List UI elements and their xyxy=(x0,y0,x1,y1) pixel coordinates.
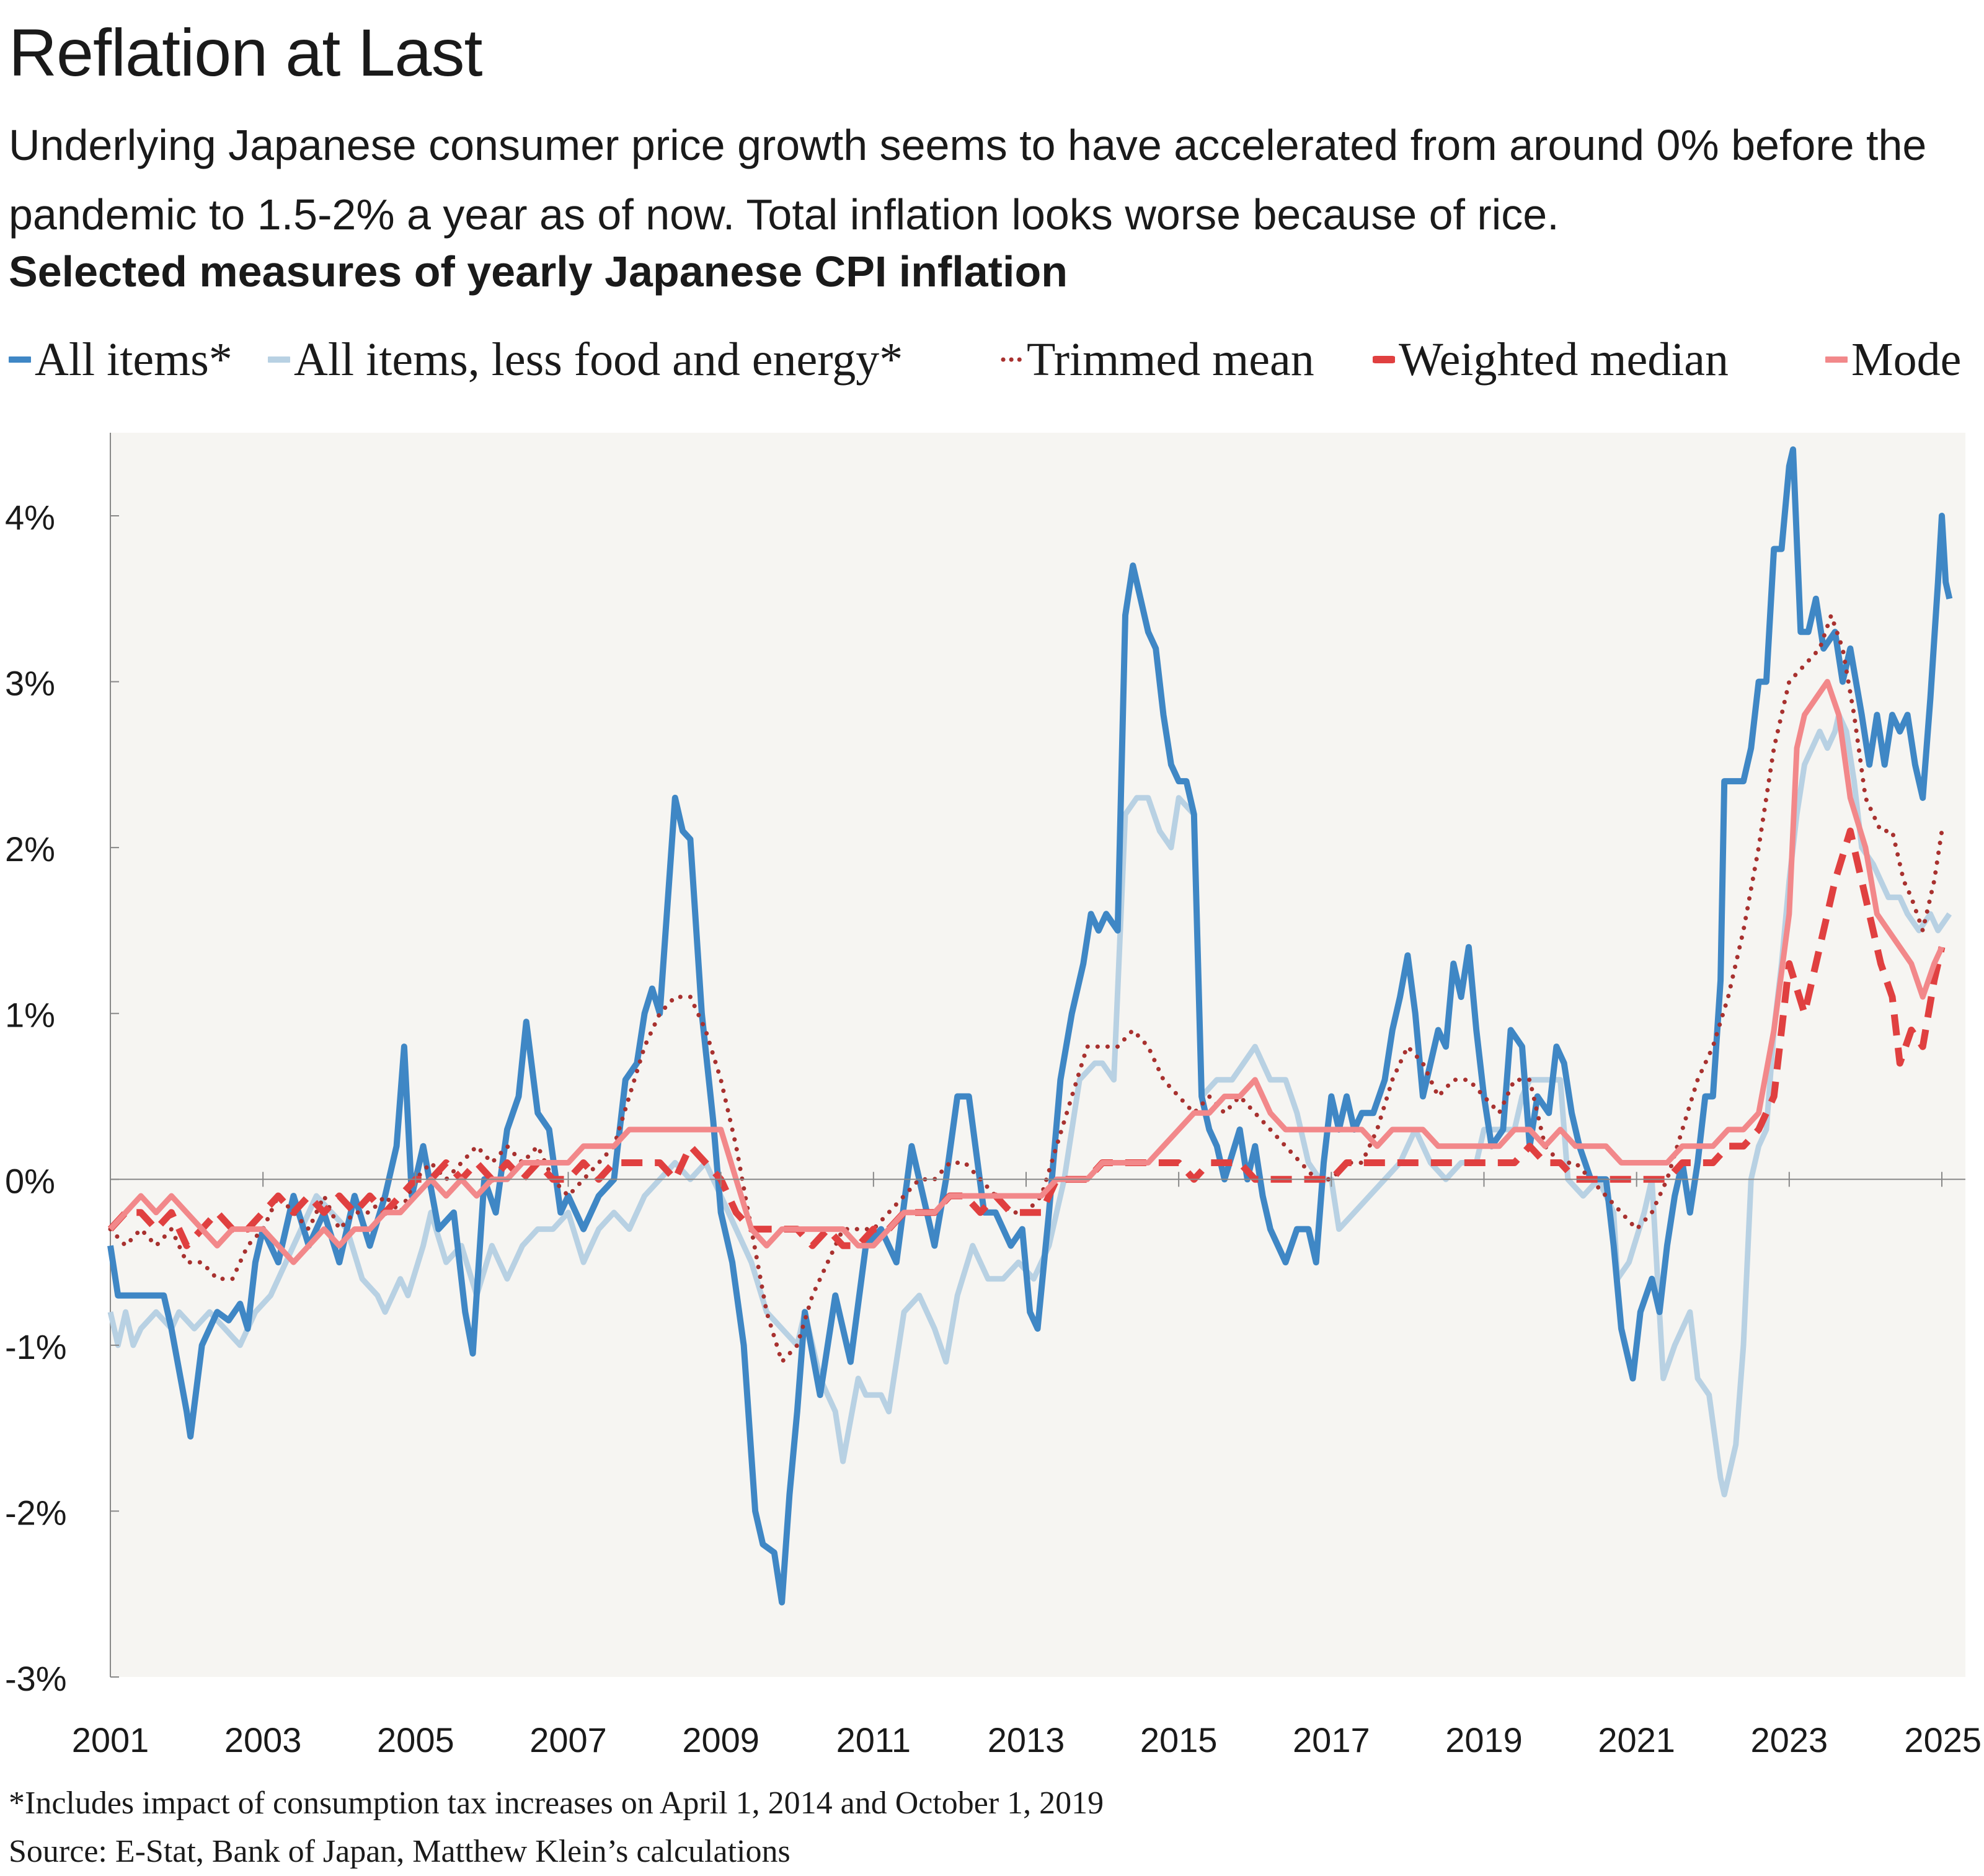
x-tick-label: 2007 xyxy=(529,1720,607,1759)
x-tick-label: 2015 xyxy=(1140,1720,1218,1759)
legend-label-trimmed-mean: Trimmed mean xyxy=(1027,333,1314,386)
legend-label-mode: Mode xyxy=(1851,333,1962,386)
legend: All items* All items, less food and ener… xyxy=(9,329,1984,391)
plot-background xyxy=(110,433,1965,1677)
legend-item-trimmed-mean: Trimmed mean xyxy=(1001,329,1314,391)
page-title: Reflation at Last xyxy=(9,15,482,90)
x-tick-label: 2021 xyxy=(1598,1720,1675,1759)
series-line-1 xyxy=(107,712,1952,1498)
legend-label-core: All items, less food and energy* xyxy=(294,333,903,386)
y-tick-label: 2% xyxy=(5,830,55,869)
y-tick-label: -2% xyxy=(5,1493,67,1532)
footnote-source: Source: E-Stat, Bank of Japan, Matthew K… xyxy=(9,1834,790,1869)
footnote: *Includes impact of consumption tax incr… xyxy=(9,1779,1104,1876)
x-tick-label: 2019 xyxy=(1445,1720,1523,1759)
legend-label-weighted-median: Weighted median xyxy=(1399,333,1729,386)
legend-swatch-mode xyxy=(1825,356,1848,363)
legend-item-all-items: All items* xyxy=(9,329,232,391)
legend-swatch-all-items xyxy=(9,356,31,363)
legend-label-all-items: All items* xyxy=(35,333,232,386)
x-tick-label: 2017 xyxy=(1293,1720,1370,1759)
page-subtitle: Underlying Japanese consumer price growt… xyxy=(9,121,1927,239)
x-tick-label: 2025 xyxy=(1904,1720,1982,1759)
series-line-0 xyxy=(107,446,1953,1606)
x-tick-label: 2001 xyxy=(72,1720,149,1759)
legend-swatch-core xyxy=(268,356,290,363)
legend-item-core: All items, less food and energy* xyxy=(268,329,903,391)
x-tick-label: 2005 xyxy=(377,1720,454,1759)
chart-title: Selected measures of yearly Japanese CPI… xyxy=(9,247,1068,296)
legend-swatch-trimmed-mean xyxy=(1001,357,1023,362)
y-tick-label: -1% xyxy=(5,1327,67,1366)
legend-item-weighted-median: Weighted median xyxy=(1373,329,1729,391)
y-tick-label: 1% xyxy=(5,996,55,1035)
x-tick-label: 2011 xyxy=(836,1720,911,1759)
y-tick-label: 0% xyxy=(5,1161,55,1200)
y-tick-label: -3% xyxy=(5,1659,67,1698)
x-tick-label: 2003 xyxy=(224,1720,302,1759)
legend-swatch-weighted-median xyxy=(1373,356,1395,363)
y-tick-label: 4% xyxy=(5,498,55,537)
x-tick-label: 2009 xyxy=(682,1720,760,1759)
x-tick-label: 2023 xyxy=(1751,1720,1828,1759)
x-tick-label: 2013 xyxy=(988,1720,1065,1759)
axis-layer: -3% -2% -1% 0% 1% 2% 3% 4% 2001 2003 2005 2007 2009 2… xyxy=(5,498,1982,1759)
y-tick-label: 3% xyxy=(5,664,55,703)
legend-item-mode: Mode xyxy=(1825,329,1961,391)
footnote-tax: *Includes impact of consumption tax incr… xyxy=(9,1785,1104,1821)
